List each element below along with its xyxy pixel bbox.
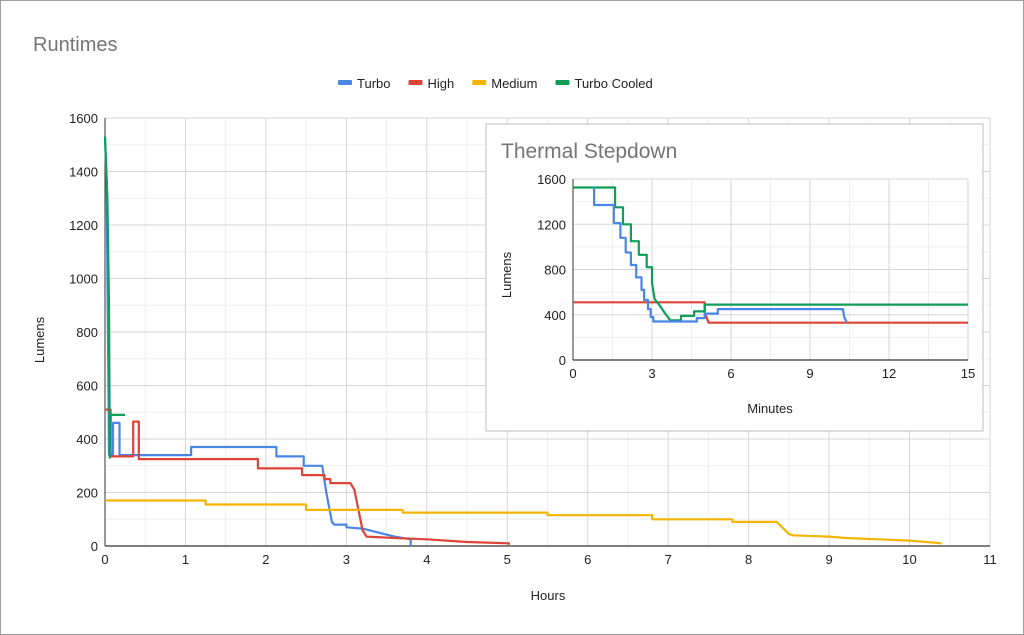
y-tick-label: 0 xyxy=(91,539,98,554)
series-line-turbo xyxy=(103,136,412,546)
inset-grid: 0 3 6 9 12 15 0 400 800 1200 1600 xyxy=(537,172,975,381)
series-line-turbo-cooled xyxy=(103,136,126,459)
y-tick-label: 600 xyxy=(76,379,98,394)
inset-y-axis-label: Lumens xyxy=(499,251,514,298)
legend-swatch-turbo xyxy=(338,80,352,85)
y-axis-label: Lumens xyxy=(32,316,47,363)
y-tick-label: 1000 xyxy=(69,272,98,287)
x-tick-label: 3 xyxy=(648,366,655,381)
y-tick-label: 400 xyxy=(544,308,566,323)
inset-x-axis-label: Minutes xyxy=(747,401,793,416)
x-tick-label: 7 xyxy=(665,552,672,567)
y-tick-label: 1200 xyxy=(537,217,566,232)
x-tick-label: 5 xyxy=(504,552,511,567)
inset-title: Thermal Stepdown xyxy=(501,140,677,163)
series-line-medium xyxy=(105,499,942,545)
y-tick-label: 1200 xyxy=(69,218,98,233)
x-tick-label: 9 xyxy=(825,552,832,567)
series-line-turbo xyxy=(592,186,848,324)
legend-label-high: High xyxy=(427,76,454,91)
x-tick-label: 12 xyxy=(882,366,896,381)
series-line-high xyxy=(105,408,510,545)
series-line-turbo-cooled xyxy=(573,186,968,322)
x-tick-label: 6 xyxy=(727,366,734,381)
x-tick-label: 6 xyxy=(584,552,591,567)
inset-series xyxy=(573,186,968,324)
chart-title: Runtimes xyxy=(33,34,117,56)
legend: Turbo High Medium Turbo Cooled xyxy=(338,76,653,91)
legend-label-medium: Medium xyxy=(491,76,537,91)
legend-swatch-high xyxy=(408,80,423,85)
x-tick-label: 15 xyxy=(961,366,975,381)
x-tick-label: 1 xyxy=(182,552,189,567)
legend-label-turbo-cooled: Turbo Cooled xyxy=(574,76,652,91)
y-tick-label: 400 xyxy=(76,432,98,447)
y-tick-label: 800 xyxy=(76,325,98,340)
y-tick-label: 1600 xyxy=(69,111,98,126)
x-tick-label: 4 xyxy=(423,552,430,567)
y-tick-label: 0 xyxy=(559,353,566,368)
y-tick-label: 200 xyxy=(76,486,98,501)
x-tick-label: 11 xyxy=(983,552,997,567)
legend-swatch-turbo-cooled xyxy=(555,80,570,85)
x-tick-label: 3 xyxy=(343,552,350,567)
y-tick-label: 1600 xyxy=(537,172,566,187)
x-axis-label: Hours xyxy=(531,588,566,603)
x-tick-label: 10 xyxy=(902,552,916,567)
x-tick-label: 8 xyxy=(745,552,752,567)
x-tick-label: 0 xyxy=(569,366,576,381)
legend-swatch-medium xyxy=(472,80,487,85)
y-tick-label: 1400 xyxy=(69,165,98,180)
x-tick-label: 2 xyxy=(262,552,269,567)
y-tick-label: 800 xyxy=(544,263,566,278)
main-series xyxy=(103,136,942,546)
legend-label-turbo: Turbo xyxy=(357,76,390,91)
x-tick-label: 9 xyxy=(806,366,813,381)
x-tick-label: 0 xyxy=(101,552,108,567)
inset-panel xyxy=(485,123,984,432)
